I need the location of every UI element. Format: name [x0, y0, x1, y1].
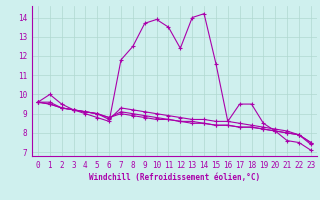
- X-axis label: Windchill (Refroidissement éolien,°C): Windchill (Refroidissement éolien,°C): [89, 173, 260, 182]
